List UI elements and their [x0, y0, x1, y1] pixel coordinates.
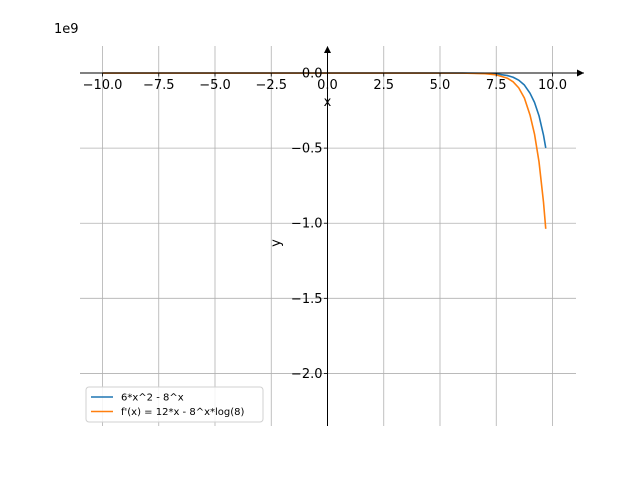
y-tick-label: 0.0: [302, 67, 323, 82]
x-axis-arrow: [577, 69, 584, 77]
legend-box: [85, 386, 264, 423]
x-tick-label: 5.0: [430, 78, 451, 93]
y-axis-arrow: [324, 46, 331, 53]
y-offset-text: 1e9: [54, 22, 79, 37]
x-tick-label: 0.0: [317, 78, 338, 93]
tick-layer: −10.0 −7.5 −5.0 −2.5 0.0 2.5 5.0 7.5 10.0 0.0 −0.5…: [83, 67, 567, 382]
y-tick-label: −1.0: [291, 217, 323, 232]
legend-label: f'(x) = 12*x - 8^x*log(8): [121, 407, 245, 418]
legend: 6*x^2 - 8^x f'(x) = 12*x - 8^x*log(8): [85, 386, 264, 423]
x-tick-label: −10.0: [83, 78, 123, 93]
x-tick-label: 2.5: [373, 78, 394, 93]
x-tick-label: 10.0: [538, 78, 567, 93]
y-tick-label: −0.5: [291, 142, 323, 157]
x-axis-label: x: [324, 95, 332, 110]
legend-label: 6*x^2 - 8^x: [121, 393, 184, 404]
x-tick-label: −2.5: [255, 78, 287, 93]
x-tick-label: −5.0: [199, 78, 231, 93]
x-tick-label: 7.5: [486, 78, 507, 93]
y-tick-label: −2.0: [291, 367, 323, 382]
y-axis-label: y: [269, 239, 284, 247]
y-tick-label: −1.5: [291, 292, 323, 307]
axes-layer: [80, 46, 584, 426]
x-tick-label: −7.5: [143, 78, 175, 93]
